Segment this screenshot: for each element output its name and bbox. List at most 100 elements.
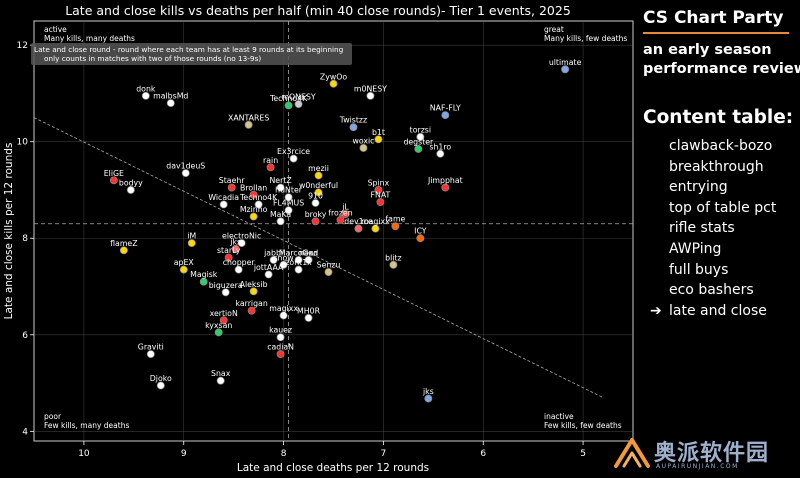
player-point: dev1ce	[344, 217, 373, 233]
player-point: cadiaN	[267, 343, 294, 359]
player-label: iM	[187, 232, 196, 241]
player-label: starLy	[217, 246, 241, 255]
player-label: magixx	[269, 304, 298, 313]
player-label: Mzinho	[240, 205, 268, 214]
player-label: dav1deuS	[166, 162, 205, 171]
player-marker	[349, 123, 358, 132]
player-point: ZywOo	[320, 72, 347, 88]
toc-item[interactable]: rifle stats	[643, 218, 776, 239]
y-tick-label: 8	[22, 234, 28, 244]
player-point: Twistzz	[339, 116, 367, 132]
player-point: jabbi	[263, 248, 283, 264]
toc-list: clawback-bozo breakthrough entrying top of …	[643, 136, 776, 321]
toc-item[interactable]: ➔ late and close	[643, 301, 776, 322]
player-point: torzsi	[410, 125, 431, 141]
player-marker	[441, 111, 450, 120]
player-point: biguzera	[209, 281, 243, 297]
player-marker	[416, 234, 425, 243]
y-axis-label: Late and close kills per 12 rounds	[3, 143, 15, 320]
x-tick-label: 6	[480, 449, 486, 459]
player-marker	[249, 287, 258, 296]
toc-item[interactable]: AWPing	[643, 239, 776, 260]
player-marker	[289, 154, 298, 163]
player-point: broky	[305, 210, 327, 226]
title-underline	[643, 32, 789, 34]
player-marker	[219, 316, 228, 325]
toc-item[interactable]: full buys	[643, 260, 776, 281]
y-tick-label: 12	[17, 41, 28, 51]
toc-item[interactable]: eco bashers	[643, 280, 776, 301]
player-label: mONESY	[281, 93, 315, 102]
toc-item-label: rifle stats	[669, 220, 735, 237]
player-marker	[311, 217, 320, 226]
player-point: FL4MUS	[273, 199, 304, 215]
player-point: Techno4K	[239, 193, 278, 209]
subtitle-line-2: performance review	[643, 61, 800, 77]
player-marker	[336, 215, 345, 224]
player-point: flameZ	[110, 239, 138, 255]
player-label: Senzu	[317, 261, 341, 270]
quadrant-bl-desc: Few kills, many deaths	[44, 421, 129, 430]
player-marker	[414, 144, 423, 153]
player-point: w0nderful	[299, 181, 338, 197]
player-marker	[354, 224, 363, 233]
player-label: MaKa	[270, 210, 291, 219]
player-point: Staehr	[219, 176, 246, 192]
player-label: NertZ	[269, 176, 291, 185]
trend-line	[33, 117, 604, 398]
player-label: ZywOo	[320, 72, 347, 81]
player-point: jottAAA	[253, 263, 284, 279]
player-marker	[199, 277, 208, 286]
player-label: frozen	[328, 208, 352, 217]
player-point: mONESY	[281, 93, 316, 108]
player-point: blitz	[385, 253, 402, 269]
player-label: Staehr	[219, 176, 246, 185]
sidebar: CS Chart Party an early season performan…	[643, 0, 800, 478]
player-label: Snax	[211, 369, 231, 378]
player-label: malbsMd	[153, 92, 188, 101]
toc-item[interactable]: entrying	[643, 177, 776, 198]
player-marker	[561, 65, 570, 74]
x-axis-label: Late and close deaths per 12 rounds	[237, 462, 429, 474]
player-point: FNAT	[371, 191, 391, 206]
active-arrow-icon: ➔	[650, 302, 662, 319]
toc-item[interactable]: clawback-bozo	[643, 136, 776, 157]
player-label: jks	[229, 237, 241, 246]
toc-item[interactable]: top of table pct	[643, 198, 776, 219]
player-marker	[166, 99, 175, 108]
player-marker	[249, 212, 258, 221]
player-point: magixx	[361, 217, 390, 233]
player-label: 910	[308, 192, 323, 201]
player-marker	[284, 193, 293, 202]
player-marker	[436, 149, 445, 158]
definition-line-2: only counts in matches with two of those…	[44, 54, 261, 63]
toc-item-label: clawback-bozo	[669, 138, 773, 154]
toc-item[interactable]: breakthrough	[643, 157, 776, 178]
player-marker	[374, 186, 383, 194]
player-point: b1t	[372, 128, 385, 144]
player-marker	[304, 256, 313, 264]
player-label: rain	[263, 156, 278, 165]
player-point: Spinx	[368, 178, 390, 194]
player-point: fame	[385, 215, 406, 231]
player-label: fame	[385, 215, 405, 224]
player-point: malbsMd	[153, 92, 188, 108]
sidebar-title: CS Chart Party	[643, 8, 784, 28]
player-marker	[146, 350, 155, 359]
player-point: ultimate	[549, 58, 582, 74]
player-label: Twistzz	[339, 116, 367, 125]
toc-item-label: late and close	[669, 302, 767, 319]
player-label: zont1x	[285, 258, 312, 267]
player-label: MH0R	[297, 306, 321, 315]
player-point: Techno4K	[269, 94, 308, 110]
quadrant-tr-desc: Many kills, few deaths	[544, 34, 627, 43]
player-label: NAF-FLY	[430, 104, 461, 113]
player-marker	[276, 350, 285, 359]
player-marker	[441, 183, 450, 192]
player-point: zont1x	[285, 258, 312, 274]
player-marker	[376, 198, 385, 206]
player-label: FL4MUS	[273, 199, 304, 208]
player-point: woxic	[352, 136, 374, 152]
player-point: karrigan	[236, 299, 268, 315]
toc-item-label: breakthrough	[669, 158, 764, 175]
